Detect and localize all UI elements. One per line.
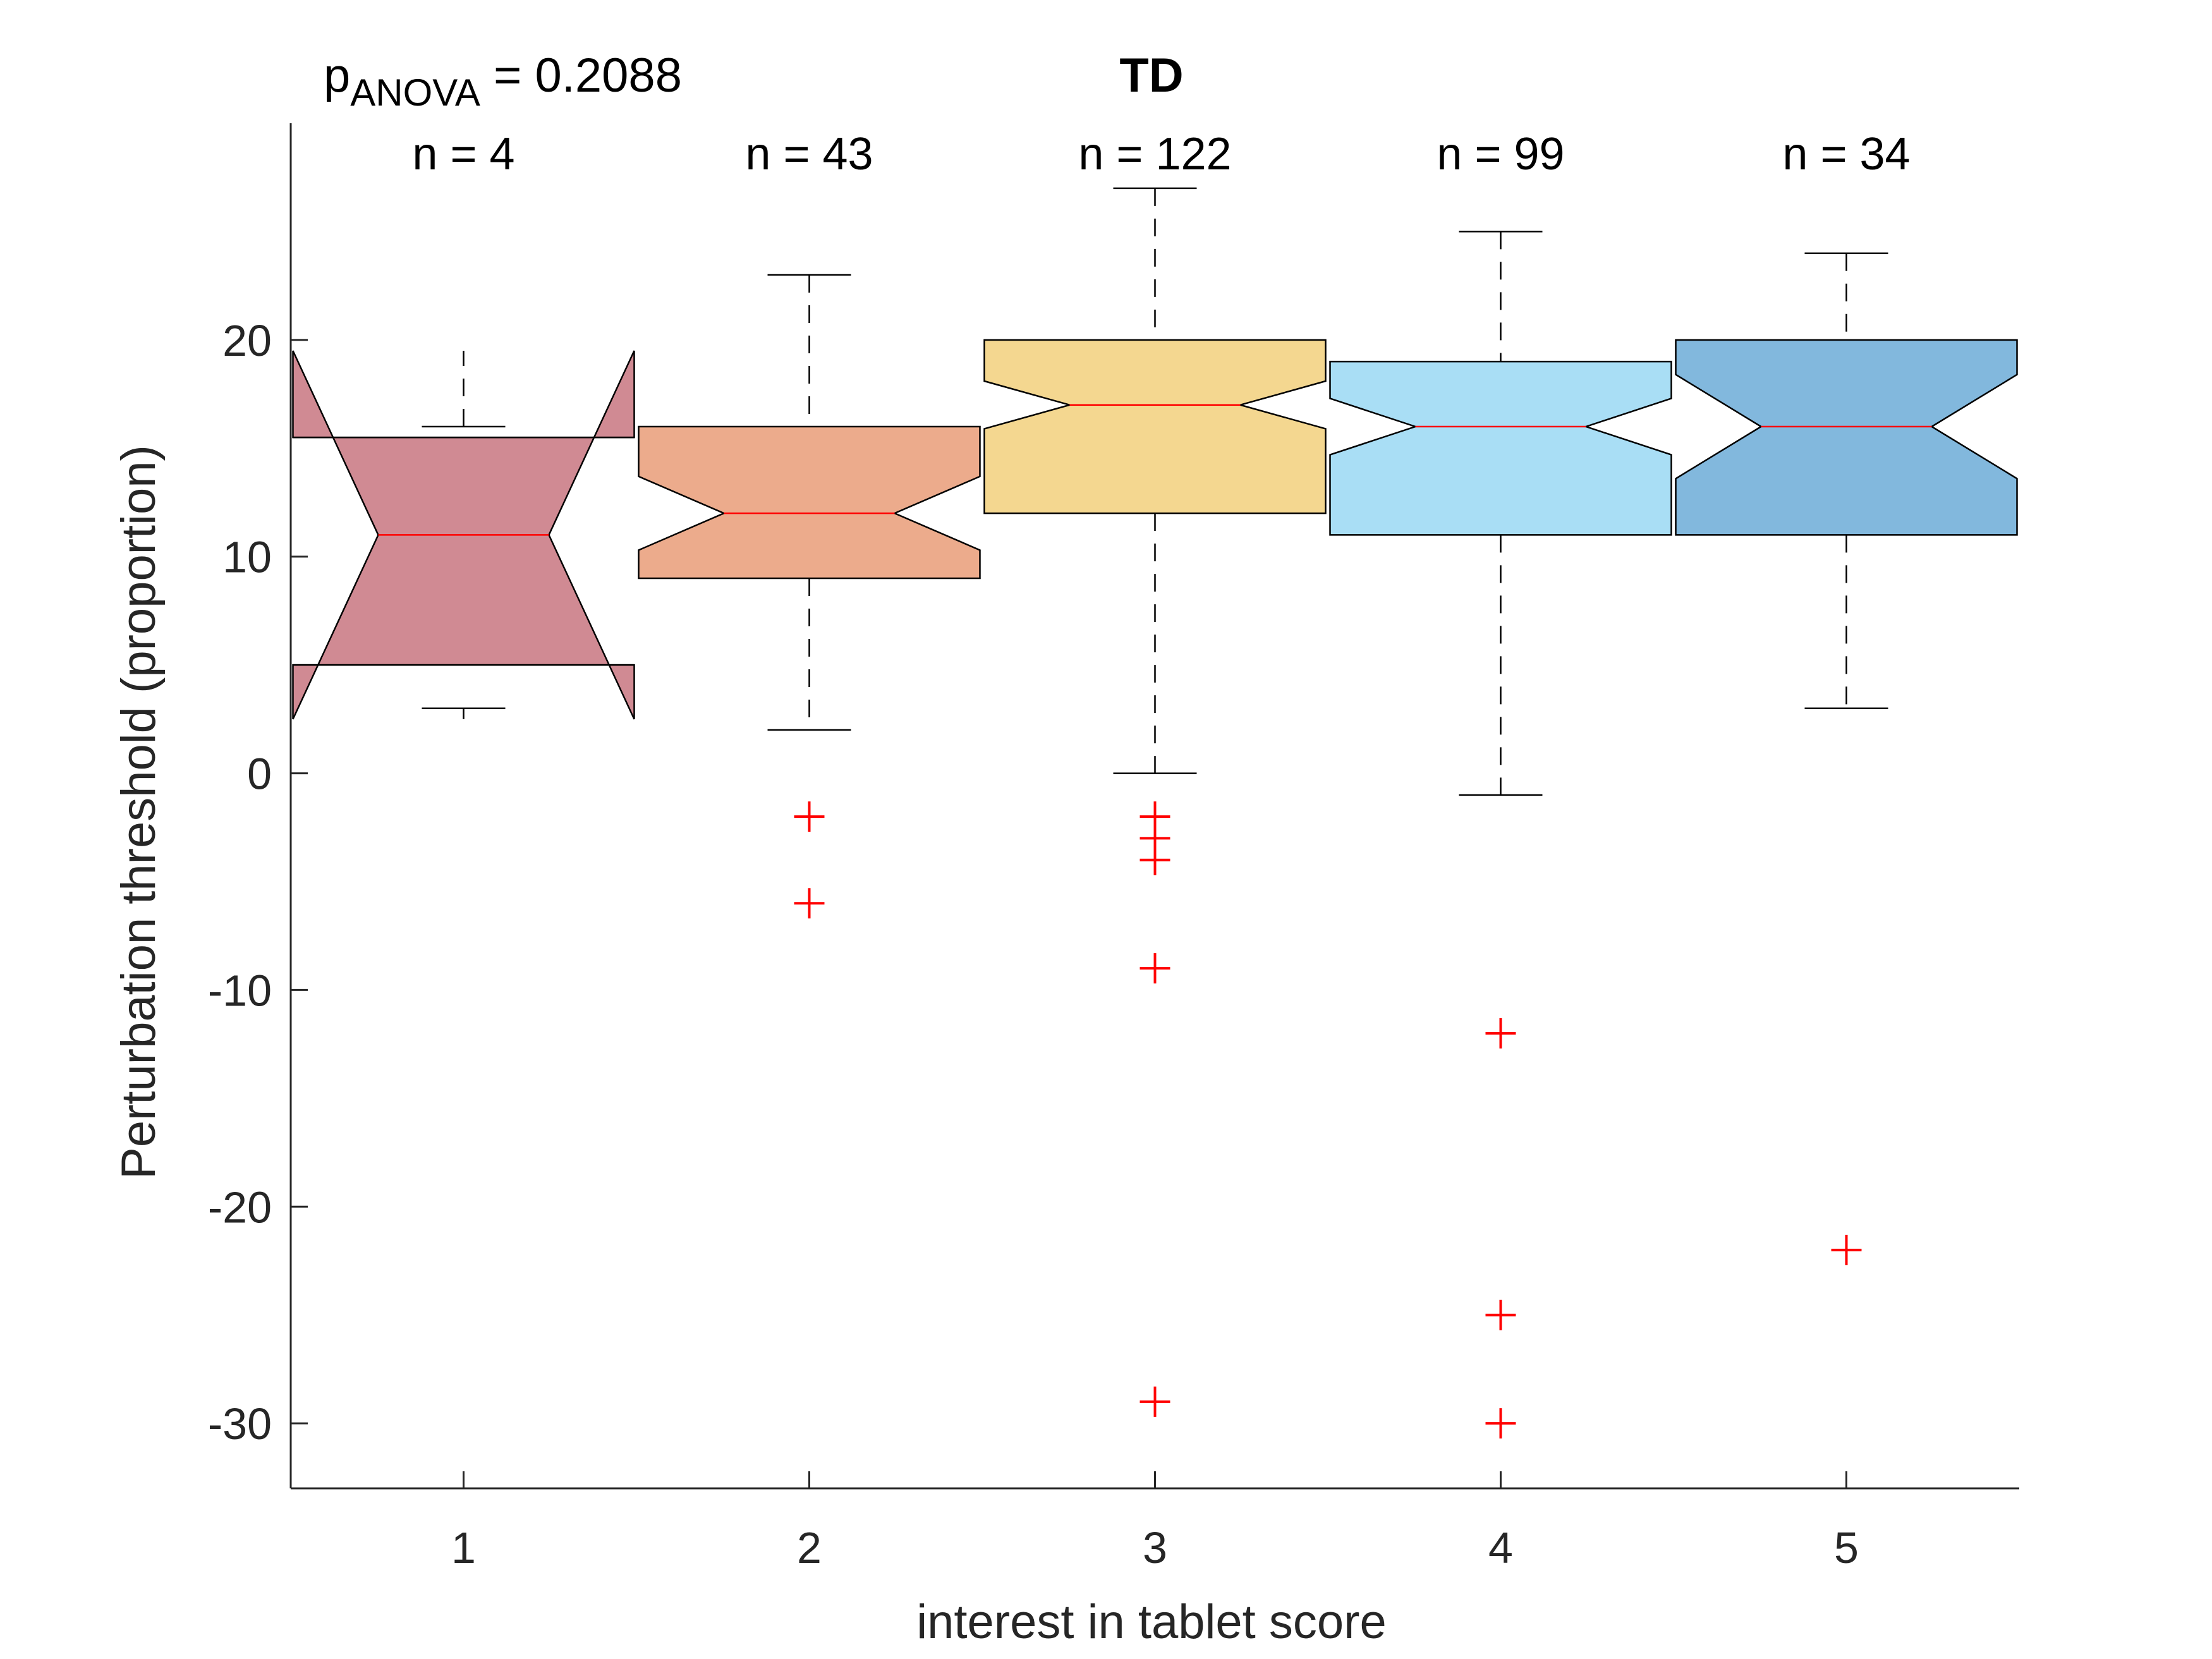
notched-box bbox=[983, 339, 1327, 514]
y-tick-label: 20 bbox=[222, 316, 272, 365]
y-tick-label: 10 bbox=[222, 533, 272, 582]
chart-title: TD bbox=[1119, 49, 1183, 102]
group-count-label: n = 4 bbox=[412, 129, 514, 179]
y-axis-label: Perturbation threshold (proportion) bbox=[112, 445, 166, 1179]
x-tick-label: 4 bbox=[1488, 1523, 1513, 1572]
plot-area: -30 -20 -10 0 10 20 1 n = 4 2 n = 43 3 n = 122 4 n = … bbox=[208, 123, 2019, 1572]
anova-p-prefix: p bbox=[324, 49, 350, 102]
outlier-point bbox=[1485, 1018, 1516, 1048]
notched-box bbox=[1675, 339, 2018, 536]
outlier-point bbox=[794, 888, 825, 919]
group-count-label: n = 34 bbox=[1782, 129, 1910, 179]
outlier-point bbox=[1139, 844, 1170, 875]
notched-box bbox=[638, 425, 981, 580]
outlier-point bbox=[1139, 1386, 1170, 1417]
group-count-label: n = 43 bbox=[745, 129, 873, 179]
x-axis-label: interest in tablet score bbox=[916, 1595, 1387, 1649]
outlier-point bbox=[1485, 1408, 1516, 1439]
x-tick-label: 5 bbox=[1834, 1523, 1859, 1572]
outlier-point bbox=[1139, 953, 1170, 984]
notched-box bbox=[1329, 360, 1672, 536]
outlier-point bbox=[1485, 1299, 1516, 1330]
y-tick-label: -20 bbox=[208, 1182, 272, 1232]
group-count-label: n = 122 bbox=[1078, 129, 1231, 179]
anova-p-subscript: ANOVA bbox=[350, 71, 480, 114]
anova-p-value-text: = 0.2088 bbox=[480, 49, 682, 102]
anova-p-value: pANOVA = 0.2088 bbox=[324, 49, 682, 114]
y-tick-label: -10 bbox=[208, 966, 272, 1015]
x-tick-label: 3 bbox=[1143, 1523, 1167, 1572]
outlier-point bbox=[1831, 1234, 1862, 1265]
outlier-point bbox=[794, 801, 825, 832]
y-tick-label: -30 bbox=[208, 1399, 272, 1449]
y-tick-label: 0 bbox=[247, 750, 272, 799]
x-tick-label: 1 bbox=[451, 1523, 476, 1572]
group-count-label: n = 99 bbox=[1437, 129, 1564, 179]
x-tick-label: 2 bbox=[797, 1523, 822, 1572]
